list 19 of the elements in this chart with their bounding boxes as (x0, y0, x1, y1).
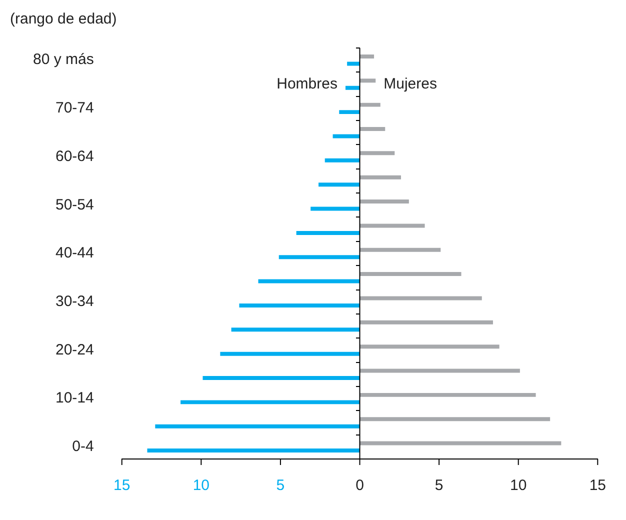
y-tick-label: 0-4 (72, 438, 94, 456)
x-tick-label: 5 (276, 477, 285, 494)
x-tick-label: 10 (510, 477, 527, 494)
y-axis-title: (rango de edad) (10, 10, 117, 28)
x-tick-label: 15 (589, 477, 606, 494)
y-tick-label: 40-44 (55, 244, 94, 262)
series-label: Hombres (276, 75, 338, 92)
y-tick-label: 30-34 (55, 292, 94, 310)
y-tick-label: 60-64 (55, 148, 94, 165)
x-tick-label: 0 (356, 477, 364, 494)
x-tick-label: 10 (192, 477, 210, 494)
y-tick-label: 20-24 (55, 341, 94, 358)
y-tick-label: 10-14 (55, 390, 94, 407)
x-tick-label: 5 (434, 477, 444, 494)
y-tick-label: 80 y más (33, 51, 94, 68)
x-tick-label: 15 (114, 477, 130, 494)
series-label: Mujeres (384, 75, 437, 92)
y-tick-label: 50-54 (55, 196, 94, 214)
y-tick-label: 70-74 (55, 100, 94, 117)
